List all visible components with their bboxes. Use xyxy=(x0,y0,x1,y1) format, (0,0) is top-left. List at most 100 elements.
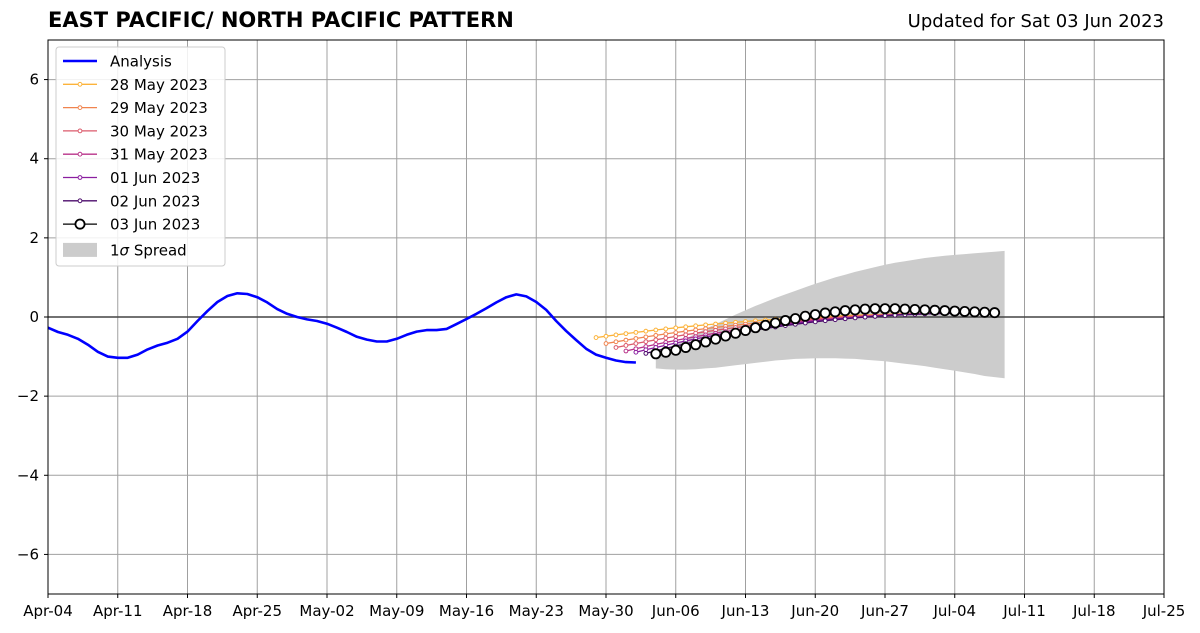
data-point xyxy=(643,334,649,340)
y-tick-label: −6 xyxy=(17,545,39,563)
data-point xyxy=(623,343,629,348)
x-tick-label: Jun-27 xyxy=(860,602,909,620)
data-point xyxy=(949,305,961,317)
data-point xyxy=(613,345,619,350)
data-point xyxy=(989,307,1001,319)
data-point xyxy=(653,327,659,333)
data-point xyxy=(819,307,831,319)
legend-marker xyxy=(74,218,86,230)
data-point xyxy=(720,330,732,342)
legend-label: Analysis xyxy=(110,53,172,71)
legend-label: 28 May 2023 xyxy=(110,76,208,94)
data-point xyxy=(909,303,921,315)
legend-marker xyxy=(77,151,83,157)
data-point xyxy=(623,331,629,337)
legend-label: 29 May 2023 xyxy=(110,99,208,117)
data-point xyxy=(663,326,669,332)
series-layer xyxy=(47,292,1001,364)
data-point xyxy=(832,317,838,323)
data-point xyxy=(740,324,752,336)
legend-label: 30 May 2023 xyxy=(110,122,208,140)
y-tick-label: 0 xyxy=(29,308,39,326)
data-point xyxy=(939,305,951,317)
data-point xyxy=(673,330,679,335)
data-point xyxy=(789,313,801,325)
y-tick-label: −4 xyxy=(17,466,39,484)
x-tick-label: May-30 xyxy=(578,602,633,620)
data-point xyxy=(839,305,851,317)
x-tick-label: Jun-06 xyxy=(651,602,700,620)
legend-marker xyxy=(77,81,83,87)
legend-label: 02 Jun 2023 xyxy=(110,192,200,210)
data-point xyxy=(613,339,619,345)
legend-swatch xyxy=(63,242,97,257)
data-point xyxy=(603,341,609,346)
data-point xyxy=(673,325,679,331)
series-line xyxy=(47,292,636,364)
data-point xyxy=(889,303,901,315)
legend-label: 31 May 2023 xyxy=(110,146,208,164)
x-tick-label: Apr-25 xyxy=(233,602,283,620)
data-point xyxy=(859,303,871,315)
legend-marker xyxy=(77,128,83,134)
legend-marker xyxy=(77,175,83,180)
legend-label: 01 Jun 2023 xyxy=(110,169,200,187)
data-point xyxy=(899,303,911,315)
data-point xyxy=(812,319,818,325)
x-tick-label: Jul-11 xyxy=(1002,602,1046,620)
data-point xyxy=(829,306,841,318)
data-point xyxy=(869,303,881,315)
data-point xyxy=(929,304,941,316)
legend-box xyxy=(55,46,226,267)
data-point xyxy=(879,303,891,315)
y-axis: −6 −4 −2 0 2 4 6 xyxy=(17,71,48,563)
data-point xyxy=(633,349,639,355)
series-analysis xyxy=(47,292,636,364)
data-point xyxy=(769,317,781,329)
data-point xyxy=(660,346,672,358)
legend-marker xyxy=(77,105,83,110)
data-point xyxy=(643,351,649,356)
data-point xyxy=(633,336,639,341)
data-point xyxy=(822,318,828,324)
x-tick-label: May-16 xyxy=(439,602,494,620)
x-tick-label: May-09 xyxy=(369,602,424,620)
data-point xyxy=(690,339,702,351)
legend: Analysis 28 May 2023 29 May 2023 30 May 202… xyxy=(55,46,226,267)
data-point xyxy=(969,306,981,318)
x-tick-label: Jun-20 xyxy=(790,602,839,620)
x-tick-label: May-23 xyxy=(509,602,564,620)
x-tick-label: Apr-11 xyxy=(93,602,143,620)
y-tick-label: 2 xyxy=(29,229,39,247)
data-point xyxy=(862,314,868,320)
data-point xyxy=(809,309,821,321)
y-tick-label: 4 xyxy=(29,150,39,168)
data-point xyxy=(919,304,931,316)
data-point xyxy=(872,314,878,319)
chart-title: EAST PACIFIC/ NORTH PACIFIC PATTERN xyxy=(48,8,514,32)
x-tick-label: Apr-18 xyxy=(163,602,213,620)
data-point xyxy=(663,331,669,337)
data-point xyxy=(670,344,682,356)
data-point xyxy=(593,335,599,340)
data-point xyxy=(779,315,791,327)
x-tick-label: Jul-04 xyxy=(932,602,976,620)
data-point xyxy=(643,339,649,345)
data-point xyxy=(653,332,659,338)
data-point xyxy=(882,313,888,319)
data-point xyxy=(603,333,609,339)
data-point xyxy=(663,335,669,341)
data-point xyxy=(683,332,689,338)
data-point xyxy=(700,336,712,348)
data-point xyxy=(979,306,991,318)
x-tick-label: Jun-13 xyxy=(721,602,770,620)
data-point xyxy=(643,328,649,334)
x-tick-label: Jul-25 xyxy=(1142,602,1186,620)
data-point xyxy=(842,316,848,322)
data-point xyxy=(623,337,629,343)
legend-label: 1σ Spread xyxy=(110,241,187,259)
data-point xyxy=(683,324,689,330)
data-point xyxy=(730,327,742,339)
legend-label: 03 Jun 2023 xyxy=(110,216,200,234)
